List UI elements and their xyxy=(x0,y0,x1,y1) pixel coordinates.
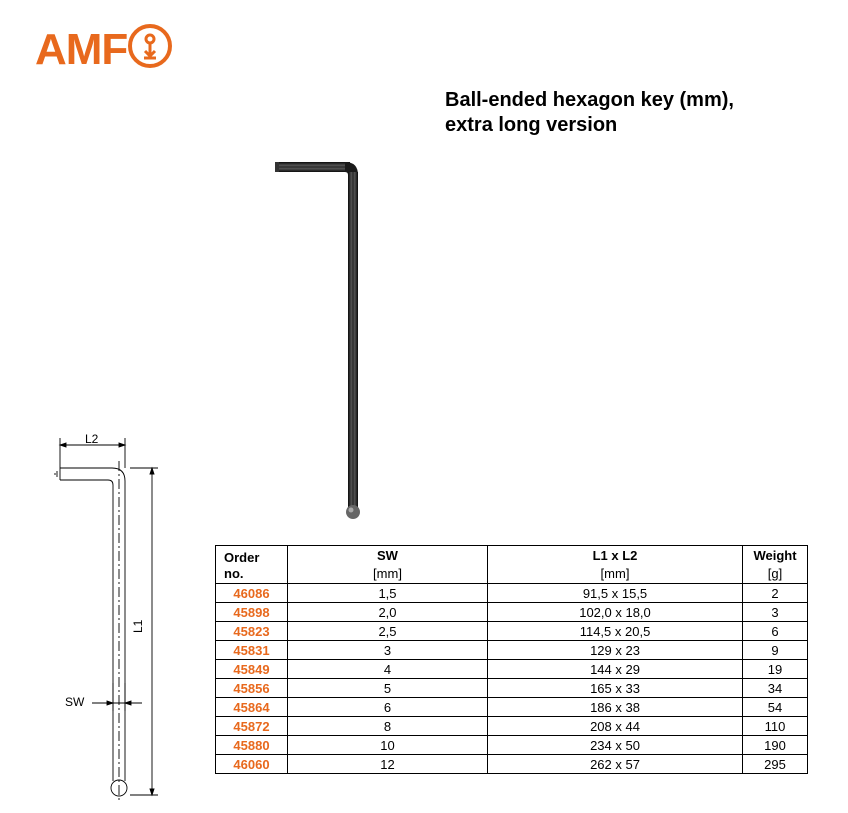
table-row: 4606012262 x 57295 xyxy=(216,755,808,774)
cell-w: 54 xyxy=(743,698,808,717)
cell-order: 45856 xyxy=(216,679,288,698)
cell-order: 46060 xyxy=(216,755,288,774)
table-row: 458982,0102,0 x 18,03 xyxy=(216,603,808,622)
cell-l: 262 x 57 xyxy=(488,755,743,774)
title-line2: extra long version xyxy=(445,114,617,136)
cell-l: 144 x 29 xyxy=(488,660,743,679)
cell-l: 165 x 33 xyxy=(488,679,743,698)
cell-order: 45823 xyxy=(216,622,288,641)
label-l1: L1 xyxy=(131,619,145,633)
label-sw: SW xyxy=(65,695,85,709)
cell-order: 45898 xyxy=(216,603,288,622)
cell-l: 186 x 38 xyxy=(488,698,743,717)
brand-name: AMF xyxy=(35,25,127,75)
col-w: Weight xyxy=(743,546,808,565)
cell-sw: 2,0 xyxy=(288,603,488,622)
spec-table: Order no. SW L1 x L2 Weight [mm] [mm] [g… xyxy=(215,545,808,774)
table-header-row: Order no. SW L1 x L2 Weight xyxy=(216,546,808,565)
cell-w: 6 xyxy=(743,622,808,641)
cell-order: 46086 xyxy=(216,584,288,603)
table-row: 458232,5114,5 x 20,56 xyxy=(216,622,808,641)
table-row: 4588010234 x 50190 xyxy=(216,736,808,755)
table-body: 460861,591,5 x 15,52458982,0102,0 x 18,0… xyxy=(216,584,808,774)
cell-l: 91,5 x 15,5 xyxy=(488,584,743,603)
cell-sw: 3 xyxy=(288,641,488,660)
table-row: 460861,591,5 x 15,52 xyxy=(216,584,808,603)
unit-sw: [mm] xyxy=(288,565,488,584)
col-l: L1 x L2 xyxy=(488,546,743,565)
cell-order: 45831 xyxy=(216,641,288,660)
table-unit-row: [mm] [mm] [g] xyxy=(216,565,808,584)
cell-w: 295 xyxy=(743,755,808,774)
cell-l: 234 x 50 xyxy=(488,736,743,755)
cell-w: 2 xyxy=(743,584,808,603)
cell-l: 114,5 x 20,5 xyxy=(488,622,743,641)
col-order: Order no. xyxy=(216,546,288,584)
table-row: 458728208 x 44110 xyxy=(216,717,808,736)
cell-w: 19 xyxy=(743,660,808,679)
cell-sw: 10 xyxy=(288,736,488,755)
table-row: 458494144 x 2919 xyxy=(216,660,808,679)
cell-l: 129 x 23 xyxy=(488,641,743,660)
cell-order: 45849 xyxy=(216,660,288,679)
product-image xyxy=(260,150,440,530)
unit-w: [g] xyxy=(743,565,808,584)
cell-w: 110 xyxy=(743,717,808,736)
unit-l: [mm] xyxy=(488,565,743,584)
table-row: 458646186 x 3854 xyxy=(216,698,808,717)
cell-order: 45872 xyxy=(216,717,288,736)
cell-w: 190 xyxy=(743,736,808,755)
brand-logo: AMF xyxy=(35,25,172,75)
col-sw: SW xyxy=(288,546,488,565)
cell-l: 208 x 44 xyxy=(488,717,743,736)
label-l2: L2 xyxy=(85,433,99,446)
cell-sw: 2,5 xyxy=(288,622,488,641)
cell-sw: 6 xyxy=(288,698,488,717)
cell-sw: 5 xyxy=(288,679,488,698)
cell-sw: 1,5 xyxy=(288,584,488,603)
cell-order: 45880 xyxy=(216,736,288,755)
cell-w: 9 xyxy=(743,641,808,660)
page-title: Ball-ended hexagon key (mm), extra long … xyxy=(445,88,734,138)
cell-sw: 8 xyxy=(288,717,488,736)
cell-l: 102,0 x 18,0 xyxy=(488,603,743,622)
cell-w: 3 xyxy=(743,603,808,622)
cell-sw: 12 xyxy=(288,755,488,774)
title-line1: Ball-ended hexagon key (mm), xyxy=(445,89,734,111)
technical-drawing: L2 L1 SW xyxy=(30,433,200,808)
cell-w: 34 xyxy=(743,679,808,698)
table-row: 458313129 x 239 xyxy=(216,641,808,660)
table-row: 458565165 x 3334 xyxy=(216,679,808,698)
brand-icon xyxy=(128,24,172,68)
cell-order: 45864 xyxy=(216,698,288,717)
cell-sw: 4 xyxy=(288,660,488,679)
